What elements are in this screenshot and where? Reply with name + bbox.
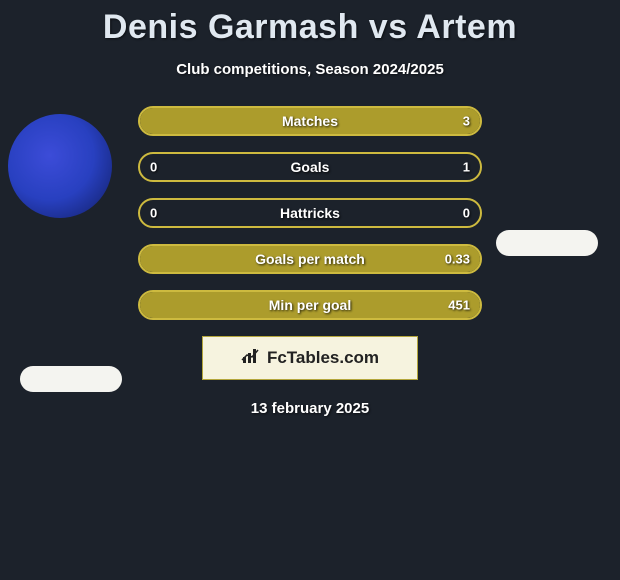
stat-value-right: 3 <box>463 114 470 129</box>
page-subtitle: Club competitions, Season 2024/2025 <box>0 61 620 78</box>
stat-label: Min per goal <box>269 297 351 313</box>
stat-value-left: 0 <box>150 206 157 221</box>
stat-row: 0 Hattricks 0 <box>138 198 482 228</box>
stat-row: Goals per match 0.33 <box>138 244 482 274</box>
page-title: Denis Garmash vs Artem <box>0 0 620 47</box>
stat-label: Goals <box>291 159 330 175</box>
player-left-avatar <box>8 114 112 218</box>
stat-row: Min per goal 451 <box>138 290 482 320</box>
stat-label: Goals per match <box>255 251 365 267</box>
stat-value-right: 1 <box>463 160 470 175</box>
stat-label: Matches <box>282 113 338 129</box>
stat-label: Hattricks <box>280 205 340 221</box>
player-left-name-pill <box>20 366 122 392</box>
fctables-logo[interactable]: FcTables.com <box>202 336 418 380</box>
logo-text: FcTables.com <box>267 348 379 368</box>
stat-value-right: 451 <box>448 298 470 313</box>
player-right-name-pill <box>496 230 598 256</box>
stat-value-right: 0.33 <box>445 252 470 267</box>
stat-row: 0 Goals 1 <box>138 152 482 182</box>
date-text: 13 february 2025 <box>0 400 620 417</box>
stat-row: Matches 3 <box>138 106 482 136</box>
chart-icon <box>241 347 261 370</box>
comparison-content: Matches 3 0 Goals 1 0 Hattricks 0 Goals per matc… <box>0 106 620 417</box>
avatar-image <box>8 114 112 218</box>
stat-value-left: 0 <box>150 160 157 175</box>
stat-rows: Matches 3 0 Goals 1 0 Hattricks 0 Goals per matc… <box>138 106 482 320</box>
stat-value-right: 0 <box>463 206 470 221</box>
